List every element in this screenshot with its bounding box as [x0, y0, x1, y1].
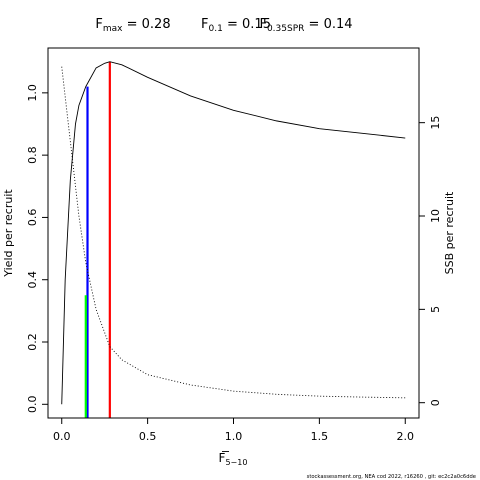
x-axis-label-symbol: F — [219, 451, 226, 465]
x-tick-label: 0.5 — [139, 430, 157, 443]
y-left-tick-label: 0.8 — [26, 146, 39, 164]
y-left-axis-label: Yield per recruit — [2, 189, 15, 278]
title-f035-symbol: F — [259, 17, 266, 32]
title-f035-sub: 0.35SPR — [267, 24, 304, 34]
y-left-tick-label: 0.6 — [26, 209, 39, 227]
title-f035-value: 0.14 — [324, 17, 353, 32]
plot-frame — [47, 47, 420, 419]
y-left-axis: 0.0 0.2 0.4 0.6 0.8 1.0 — [26, 84, 49, 414]
y-right-axis: 0 5 10 15 — [418, 116, 442, 406]
y-left-tick-label: 0.0 — [26, 396, 39, 414]
x-tick-label: 0.0 — [53, 430, 71, 443]
chart-title-f01: F0.1 = 0.15 — [201, 17, 271, 34]
chart-title: Fmax = 0.28 — [95, 17, 170, 34]
x-tick-label: 1.0 — [225, 430, 243, 443]
series-layer — [61, 61, 406, 405]
x-axis-label-sub: 5−10 — [225, 458, 247, 467]
y-left-tick-label: 1.0 — [26, 84, 39, 102]
x-tick-label: 2.0 — [397, 430, 415, 443]
footnote: stockassessment.org, NEA cod 2022, r1626… — [307, 474, 476, 480]
y-right-tick-label: 5 — [429, 306, 442, 313]
yield-per-recruit-line — [61, 61, 406, 405]
title-f01-sub: 0.1 — [209, 24, 223, 34]
reference-lines — [84, 61, 111, 418]
x-axis-label: F5−10 — [219, 451, 248, 467]
y-left-tick-label: 0.2 — [26, 333, 39, 351]
y-left-tick-label: 0.4 — [26, 271, 39, 289]
x-tick-label: 1.5 — [311, 430, 329, 443]
title-fmax-value: 0.28 — [142, 17, 171, 32]
title-f01-value: 0.15 — [242, 17, 271, 32]
ssb-per-recruit-line — [61, 66, 406, 399]
chart-title-f035: F0.35SPR = 0.14 — [259, 17, 352, 34]
title-f01-symbol: F — [201, 17, 208, 32]
x-axis: 0.0 0.5 1.0 1.5 2.0 — [53, 417, 415, 443]
title-fmax-symbol: F — [95, 17, 102, 32]
y-right-tick-label: 10 — [429, 209, 442, 223]
y-right-tick-label: 15 — [429, 116, 442, 130]
y-right-tick-label: 0 — [429, 399, 442, 406]
y-right-axis-label: SSB per recruit — [443, 191, 456, 274]
title-fmax-sub: max — [103, 24, 123, 34]
